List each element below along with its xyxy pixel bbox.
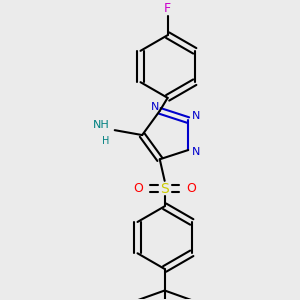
Text: N: N [151,102,159,112]
Text: H: H [102,136,110,146]
Text: N: N [192,111,200,121]
Text: N: N [192,147,200,157]
Text: S: S [160,182,169,196]
Text: O: O [133,182,143,195]
Text: F: F [164,2,171,15]
Text: O: O [186,182,196,195]
Text: NH: NH [93,120,110,130]
